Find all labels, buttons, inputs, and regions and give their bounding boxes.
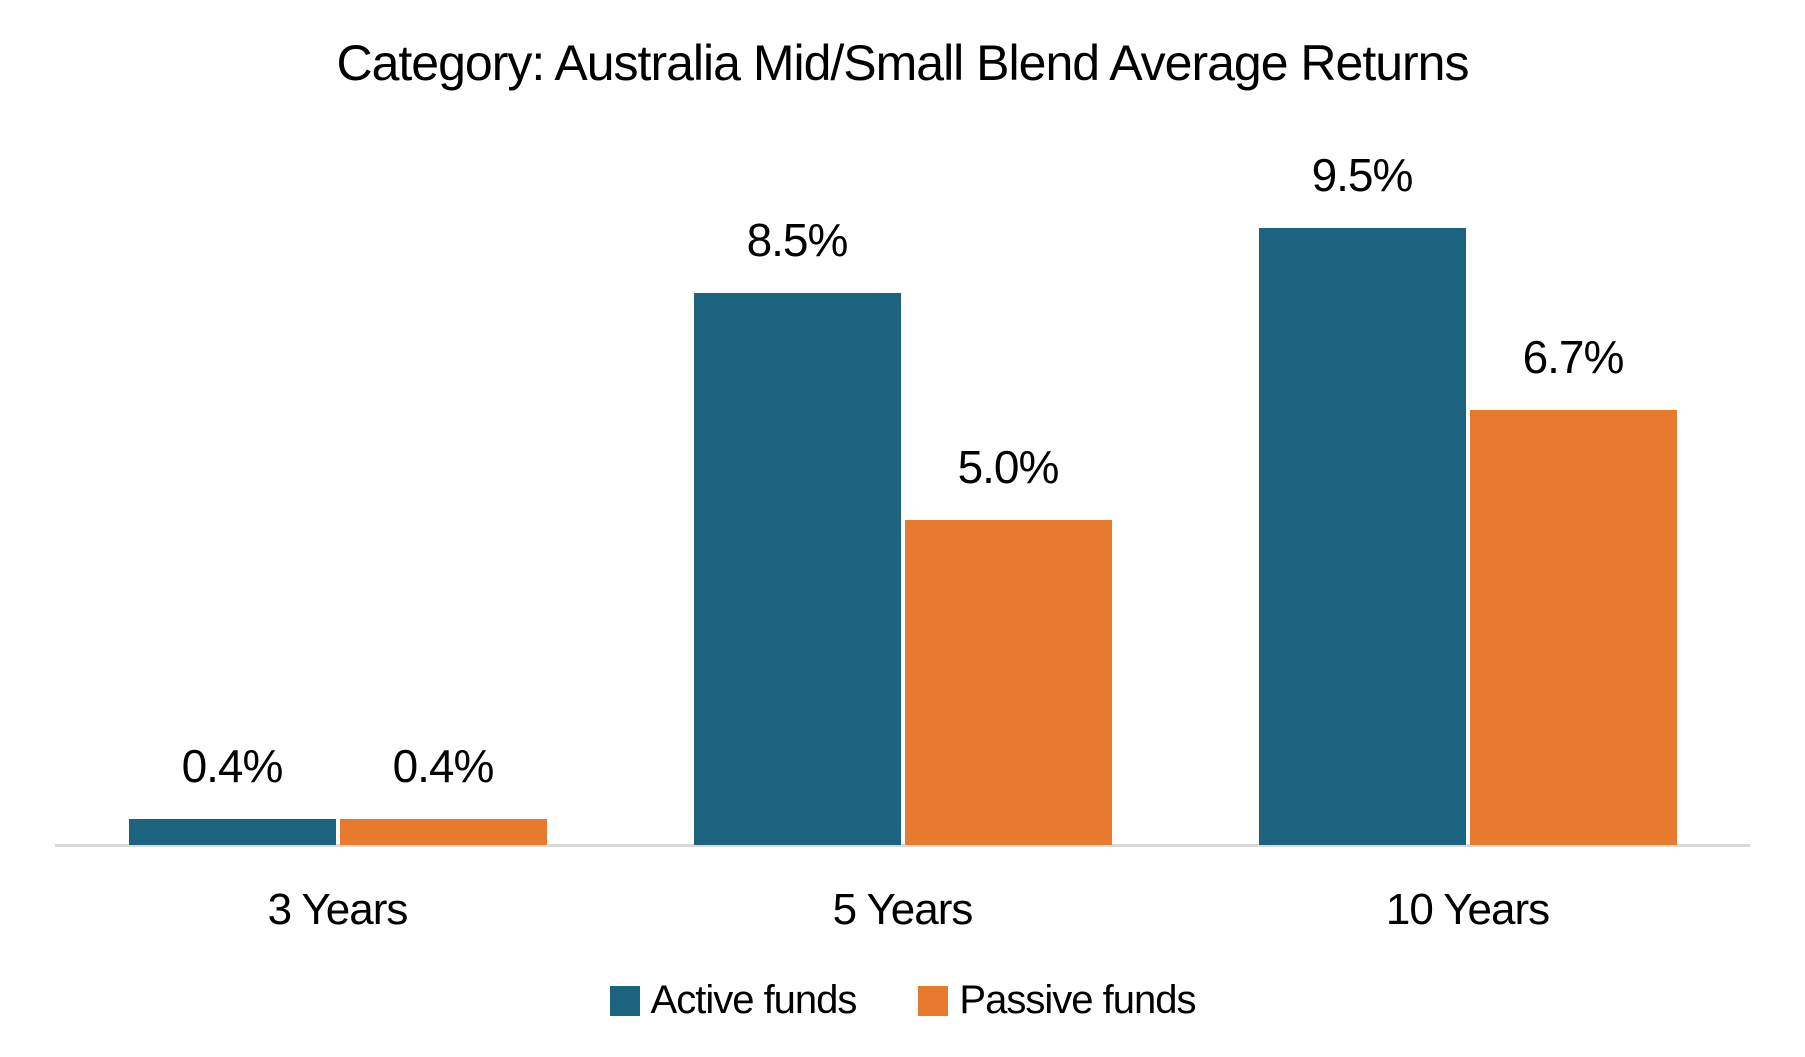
legend-label-active-funds: Active funds [650,978,858,1022]
x-axis-line [55,844,1750,847]
bar-active-funds-10-years [1258,227,1466,845]
bar-passive-funds-5-years [904,520,1112,845]
legend-swatch-passive-funds [918,985,949,1016]
bar-active-funds-5-years [693,292,901,845]
legend: Active funds Passive funds [0,978,1805,1023]
data-label-passive-funds-10-years: 6.7% [1522,330,1625,383]
x-axis-label-3-years: 3 Years [267,885,409,934]
x-axis-label-5-years: 5 Years [832,885,974,934]
legend-label-passive-funds: Passive funds [959,978,1196,1022]
data-label-passive-funds-3-years: 0.4% [392,740,495,792]
plot-area: 3 Years 0.4% 0.4% 5 Years 8.5% 5.0% 10 Years 9.… [55,0,1750,932]
legend-item-passive-funds: Passive funds [918,978,1196,1023]
bar-passive-funds-3-years [339,819,547,845]
bar-passive-funds-10-years [1469,409,1677,845]
data-label-active-funds-10-years: 9.5% [1311,148,1414,201]
data-label-passive-funds-5-years: 5.0% [957,441,1060,493]
bar-active-funds-3-years [128,819,336,845]
legend-swatch-active-funds [609,985,640,1016]
legend-item-active-funds: Active funds [609,978,858,1023]
data-label-active-funds-5-years: 8.5% [746,213,849,266]
x-axis-label-10-years: 10 Years [1385,885,1550,934]
chart-title: Category: Australia Mid/Small Blend Aver… [336,35,1469,91]
data-label-active-funds-3-years: 0.4% [181,740,284,792]
